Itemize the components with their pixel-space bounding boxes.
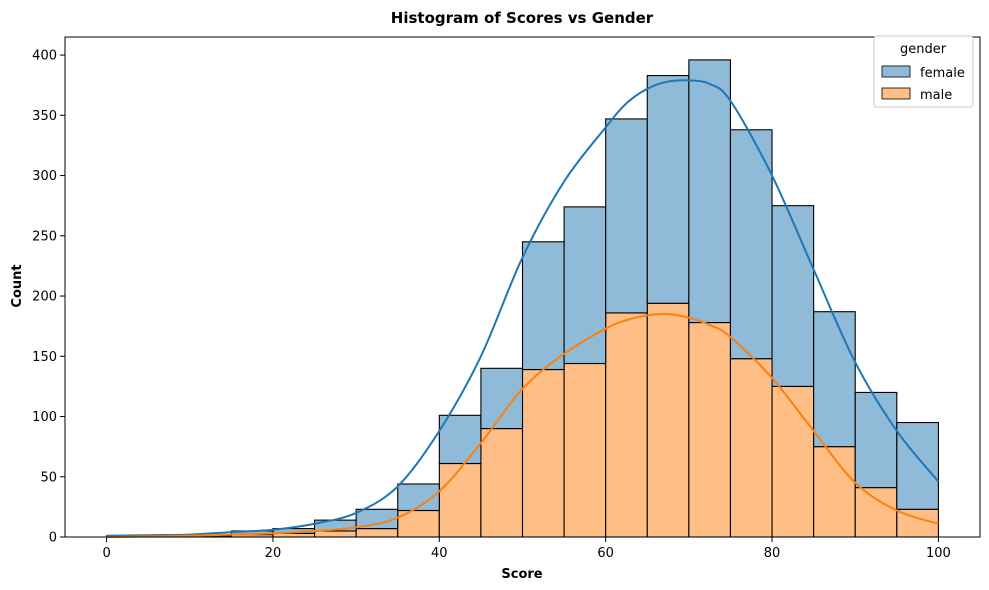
bar-female: [896, 421, 939, 510]
x-axis: 0 20 40 60 80 100: [102, 537, 951, 561]
bar-male: [480, 428, 524, 538]
chart-title: Histogram of Scores vs Gender: [391, 9, 654, 27]
bar-male: [605, 312, 648, 538]
x-axis-title: Score: [501, 567, 542, 582]
y-tick-label: 400: [32, 49, 57, 64]
bar-male: [563, 362, 607, 538]
legend-swatch-female: [881, 65, 911, 78]
bar-female: [646, 75, 690, 304]
legend-label-male: male: [920, 88, 952, 103]
bar-female: [771, 205, 815, 387]
bar-male: [521, 368, 565, 538]
bar-female: [521, 241, 565, 371]
bar-female: [688, 59, 732, 324]
bars-group: [106, 59, 939, 538]
y-tick-label: 200: [32, 290, 57, 305]
bar-male: [646, 302, 690, 538]
y-axis-title: Count: [10, 264, 25, 307]
bar-male: [355, 528, 399, 538]
legend: gender female male: [873, 35, 974, 108]
y-tick-label: 250: [32, 229, 57, 244]
legend-title: gender: [900, 42, 947, 57]
kde-line-male: [106, 312, 939, 538]
bar-male: [854, 487, 898, 538]
bar-female: [355, 508, 399, 530]
bar-male: [771, 385, 815, 538]
y-tick-label: 0: [49, 531, 57, 546]
x-tick-label: 60: [597, 546, 614, 561]
bar-female: [480, 367, 524, 430]
bar-female: [854, 391, 898, 489]
x-tick-label: 80: [764, 546, 781, 561]
y-tick-label: 350: [32, 109, 57, 124]
y-axis: 0 50 100 150 200 250 300 350 400: [32, 49, 65, 546]
x-tick-label: 20: [265, 546, 282, 561]
x-tick-label: 100: [926, 546, 951, 561]
legend-label-female: female: [920, 66, 965, 81]
bar-male: [438, 462, 482, 538]
bar-female: [605, 118, 648, 314]
bar-male: [688, 321, 732, 538]
x-tick-label: 40: [431, 546, 448, 561]
y-tick-label: 50: [40, 470, 57, 485]
y-tick-label: 300: [32, 169, 57, 184]
bar-male: [313, 530, 357, 538]
bar-male: [813, 446, 856, 538]
legend-swatch-male: [881, 87, 911, 100]
y-tick-label: 150: [32, 350, 57, 365]
bar-female: [729, 129, 773, 360]
bar-female: [563, 206, 607, 365]
bar-male: [729, 358, 773, 538]
kde-lines-group: [106, 79, 940, 538]
bar-female: [438, 414, 482, 465]
x-tick-label: 0: [102, 546, 110, 561]
bar-female: [813, 311, 856, 448]
kde-line-female: [106, 79, 940, 537]
y-tick-label: 100: [32, 410, 57, 425]
plot-frame: [64, 36, 981, 538]
